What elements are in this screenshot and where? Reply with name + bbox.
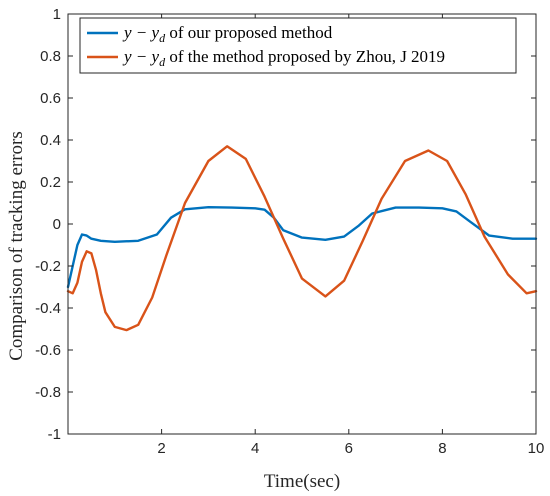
series-line-1 — [66, 205, 538, 289]
legend-label: of the method proposed by Zhou, J 2019 — [165, 47, 445, 66]
legend-entry-1: y − yd of our proposed method — [122, 23, 333, 45]
y-axis-label: Comparison of tracking errors — [6, 131, 27, 361]
x-tick-label: 6 — [345, 440, 353, 457]
plot-background — [68, 14, 536, 434]
x-axis-label: Time(sec) — [264, 471, 340, 492]
plot-area — [68, 14, 536, 434]
legend-subscript: d — [159, 55, 166, 69]
y-tick-label: 0.2 — [40, 174, 61, 191]
y-tick-label: -0.6 — [35, 342, 61, 359]
x-tick-label: 8 — [438, 440, 446, 457]
y-tick-label: -1 — [48, 426, 61, 443]
x-tick-label: 10 — [528, 440, 545, 457]
series-line-2 — [66, 145, 538, 332]
legend-box — [79, 17, 517, 74]
y-tick-label: 1 — [53, 6, 61, 23]
legend-math: y − y — [122, 23, 160, 42]
series-lines — [66, 145, 538, 332]
legend-math: y − y — [122, 47, 160, 66]
legend-entry-2: y − yd of the method proposed by Zhou, J… — [122, 47, 445, 69]
legend-subscript: d — [159, 31, 166, 45]
x-tick-label: 4 — [251, 440, 259, 457]
y-tick-label: 0.4 — [40, 132, 61, 149]
tick-labels: 2 4 6 8 10 -1 -0.8 -0.6 -0.4 -0.2 0 0.2 0.4 0.6 0.8 1 — [35, 6, 544, 457]
y-tick-label: 0 — [53, 216, 61, 233]
x-tick-label: 2 — [157, 440, 165, 457]
y-tick-label: -0.8 — [35, 384, 61, 401]
y-tick-label: 0.6 — [40, 90, 61, 107]
y-tick-label: -0.2 — [35, 258, 61, 275]
legend-label: of our proposed method — [165, 23, 333, 42]
y-tick-label: 0.8 — [40, 48, 61, 65]
y-tick-label: -0.4 — [35, 300, 61, 317]
